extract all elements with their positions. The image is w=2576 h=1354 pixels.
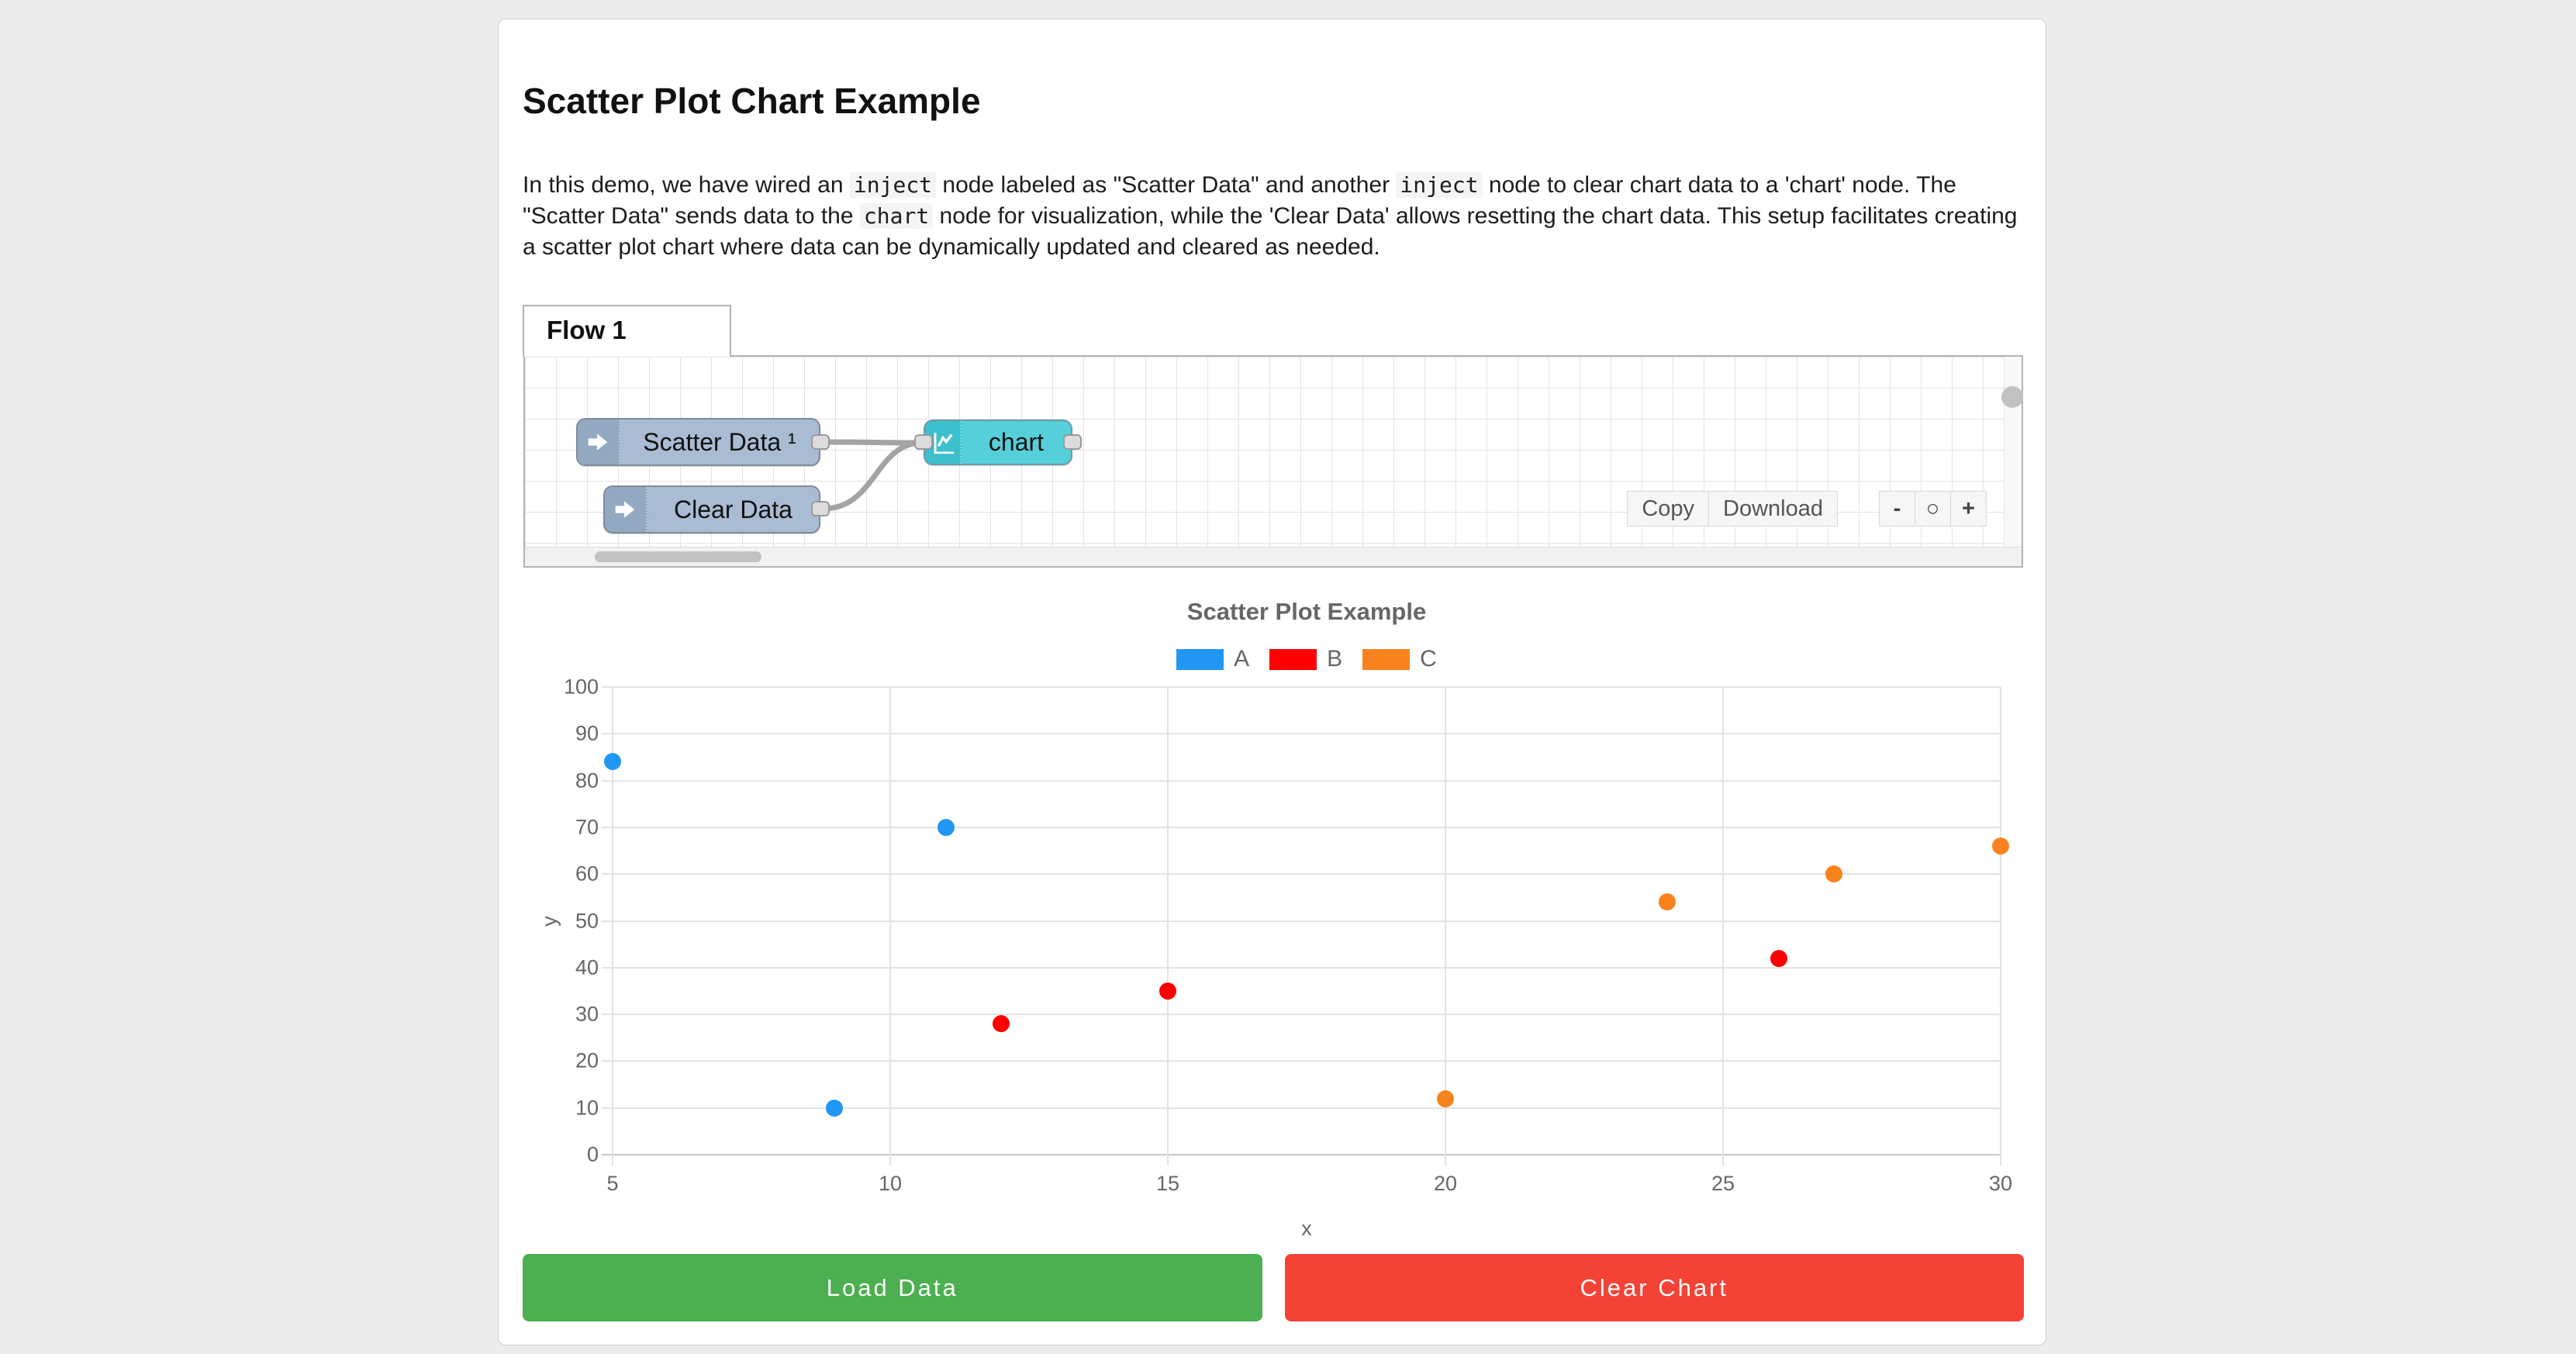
y-tick-label: 70 [575, 815, 599, 839]
x-tick-label: 15 [1156, 1172, 1179, 1196]
y-tick-label: 0 [587, 1143, 599, 1167]
gridline [602, 1107, 2001, 1109]
y-tick-label: 100 [564, 675, 599, 699]
input-port [914, 434, 933, 450]
download-button[interactable]: Download [1708, 491, 1838, 527]
flow-tab[interactable]: Flow 1 [523, 305, 731, 357]
data-point-A [604, 753, 621, 770]
x-tick-label: 5 [606, 1172, 618, 1196]
y-tick-label: 80 [575, 769, 599, 793]
vertical-scrollbar-thumb[interactable] [2001, 386, 2023, 408]
intro-text: In this demo, we have wired an [523, 172, 850, 198]
legend-item-A[interactable]: A [1176, 646, 1249, 672]
scatter-chart: Scatter Plot Example ABC y 0102030405060… [523, 598, 2024, 1254]
flow-canvas[interactable]: Scatter Data ¹ Clear Data [523, 355, 2023, 568]
flow-node-chart[interactable]: chart [924, 420, 1072, 465]
data-point-C [1992, 838, 2009, 855]
gridline [1722, 687, 1724, 1166]
vertical-scrollbar [2004, 357, 2022, 547]
gridline [602, 827, 2001, 828]
content-card: Scatter Plot Chart Example In this demo,… [498, 19, 2046, 1345]
x-tick-label: 20 [1434, 1172, 1457, 1196]
flow-tab-label: Flow 1 [547, 316, 627, 344]
gridline [602, 686, 2001, 688]
gridline [602, 1014, 2001, 1015]
chart-title: Scatter Plot Example [613, 598, 2001, 626]
page-background: Scatter Plot Chart Example In this demo,… [0, 0, 2576, 1354]
x-tick-label: 30 [1989, 1172, 2012, 1196]
flow-node-scatter-data[interactable]: Scatter Data ¹ [576, 418, 820, 466]
legend-swatch [1362, 649, 1410, 670]
flow-toolbar: Copy Download [1628, 491, 1838, 527]
load-data-button[interactable]: Load Data [523, 1254, 1262, 1321]
inline-code: chart [860, 203, 933, 229]
y-tick-label: 10 [575, 1096, 599, 1120]
data-point-C [1437, 1090, 1454, 1107]
data-point-C [1659, 893, 1676, 910]
gridline [602, 1060, 2001, 1062]
y-tick-label: 60 [575, 862, 599, 886]
gridline [602, 967, 2001, 969]
flow-node-label: chart [962, 421, 1071, 464]
zoom-out-button[interactable]: - [1879, 491, 1915, 527]
legend-label: C [1420, 646, 1437, 672]
gridline [2000, 687, 2001, 1166]
legend-label: B [1327, 646, 1342, 672]
zoom-reset-button[interactable]: ○ [1915, 491, 1951, 527]
gridline [602, 780, 2001, 782]
chart-legend: A B C [613, 646, 2001, 672]
x-axis-label: x [613, 1217, 2001, 1241]
horizontal-scrollbar [525, 547, 2022, 566]
data-point-A [826, 1100, 843, 1117]
data-point-B [1770, 950, 1787, 967]
output-port [811, 501, 830, 516]
y-tick-label: 20 [575, 1049, 599, 1073]
gridline [889, 687, 891, 1166]
data-point-B [993, 1015, 1010, 1032]
data-point-A [938, 819, 955, 836]
intro-paragraph: In this demo, we have wired an inject no… [523, 170, 2024, 263]
gridline [602, 733, 2001, 734]
y-axis-label: y [537, 916, 561, 927]
inline-code: inject [850, 172, 936, 198]
output-port [1063, 434, 1082, 450]
output-port [811, 434, 830, 450]
copy-button[interactable]: Copy [1627, 491, 1709, 527]
chart-plot-area[interactable]: y 010203040506070809010051015202530 [613, 687, 2001, 1155]
legend-swatch [1269, 649, 1317, 670]
flow-node-label: Scatter Data ¹ [620, 420, 819, 465]
data-point-C [1825, 865, 1842, 883]
x-tick-label: 25 [1711, 1172, 1735, 1196]
horizontal-scrollbar-thumb[interactable] [595, 551, 761, 562]
legend-item-C[interactable]: C [1362, 646, 1437, 672]
clear-chart-button[interactable]: Clear Chart [1285, 1254, 2025, 1321]
gridline [602, 873, 2001, 875]
legend-label: A [1234, 646, 1249, 672]
legend-item-B[interactable]: B [1269, 646, 1342, 672]
data-point-B [1159, 983, 1176, 1000]
x-tick-label: 10 [879, 1172, 902, 1196]
intro-text: node labeled as "Scatter Data" and anoth… [936, 172, 1396, 198]
inject-arrow-icon [605, 487, 647, 532]
flow-node-label: Clear Data [647, 487, 819, 532]
flow-node-clear-data[interactable]: Clear Data [603, 485, 820, 534]
inject-arrow-icon [578, 420, 620, 465]
flow-zoom-controls: - ○ + [1880, 491, 1987, 527]
zoom-in-button[interactable]: + [1950, 491, 1987, 527]
gridline [602, 921, 2001, 922]
y-tick-label: 90 [575, 722, 599, 746]
gridline [1167, 687, 1169, 1166]
gridline [602, 1154, 2001, 1155]
y-tick-label: 50 [575, 909, 599, 933]
page-title: Scatter Plot Chart Example [523, 80, 981, 122]
y-tick-label: 40 [575, 955, 599, 979]
inline-code: inject [1396, 172, 1482, 198]
y-tick-label: 30 [575, 1003, 599, 1027]
action-buttons: Load Data Clear Chart [523, 1254, 2024, 1321]
legend-swatch [1176, 649, 1224, 670]
